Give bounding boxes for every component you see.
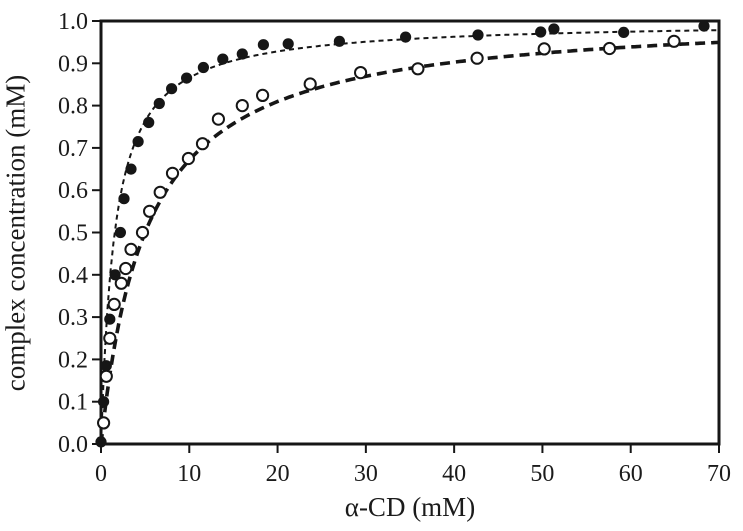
- fit-line-open-circle: [99, 40, 720, 445]
- data-point-filled-circle: [333, 35, 345, 47]
- data-point-open-circle: [124, 242, 138, 256]
- x-tick-label: 20: [266, 461, 290, 487]
- data-point-open-circle: [135, 225, 150, 240]
- data-point-filled-circle: [217, 53, 229, 65]
- data-point-filled-circle: [535, 26, 547, 38]
- data-point-filled-circle: [548, 23, 560, 35]
- y-tick-label: 0.8: [58, 94, 88, 120]
- data-point-filled-circle: [236, 48, 248, 60]
- data-point-filled-circle: [181, 72, 193, 84]
- x-tick-label: 30: [354, 461, 378, 487]
- x-tick-label: 50: [530, 461, 554, 487]
- data-point-open-circle: [103, 331, 117, 345]
- data-point-filled-circle: [257, 39, 269, 51]
- data-point-filled-circle: [153, 97, 165, 110]
- x-tick-label: 70: [707, 461, 731, 487]
- fit-line-filled-circle: [100, 29, 719, 445]
- x-axis-ticks: 0 10 20 30 40 50 60 70: [95, 445, 731, 487]
- y-tick-label: 0.3: [58, 305, 88, 331]
- data-point-open-circle: [165, 166, 180, 180]
- data-point-filled-circle: [143, 116, 155, 129]
- data-point-filled-circle: [109, 269, 121, 281]
- data-point-filled-circle: [472, 29, 484, 41]
- data-points: [95, 20, 710, 448]
- y-tick-label: 0.5: [58, 221, 88, 247]
- data-point-filled-circle: [125, 163, 137, 175]
- data-point-filled-circle: [114, 226, 126, 239]
- data-point-open-circle: [470, 51, 484, 65]
- y-tick-label: 0.1: [58, 390, 88, 416]
- data-point-open-circle: [143, 204, 157, 218]
- y-axis-label: complex concentration (mM): [0, 74, 31, 392]
- y-tick-label: 0.7: [58, 136, 88, 162]
- y-tick-label: 0.0: [58, 432, 88, 458]
- data-point-filled-circle: [618, 26, 630, 38]
- data-point-filled-circle: [132, 136, 144, 148]
- data-point-filled-circle: [98, 396, 110, 408]
- x-tick-label: 40: [442, 461, 466, 487]
- x-tick-label: 10: [177, 461, 201, 487]
- data-point-filled-circle: [100, 360, 112, 372]
- data-point-open-circle: [235, 99, 249, 113]
- data-point-open-circle: [195, 137, 210, 151]
- data-point-open-circle: [256, 88, 270, 103]
- data-point-filled-circle: [282, 38, 294, 50]
- data-point-open-circle: [303, 77, 317, 91]
- data-point-open-circle: [602, 41, 617, 56]
- y-axis-ticks: 0.0 0.1 0.2 0.3 0.4 0.5 0.6 0.7 0.8 0.9 1.0: [58, 9, 100, 458]
- data-point-open-circle: [97, 416, 111, 430]
- data-point-filled-circle: [698, 20, 710, 32]
- x-axis-label: α-CD (mM): [344, 492, 476, 522]
- data-point-filled-circle: [166, 83, 178, 95]
- data-point-filled-circle: [104, 313, 116, 325]
- x-tick-label: 60: [619, 461, 643, 487]
- data-point-open-circle: [99, 369, 113, 383]
- data-point-filled-circle: [118, 193, 130, 205]
- x-tick-label: 0: [95, 461, 107, 487]
- y-tick-label: 1.0: [58, 9, 88, 35]
- data-point-open-circle: [354, 66, 368, 80]
- data-point-open-circle: [411, 62, 425, 76]
- data-point-open-circle: [537, 42, 551, 56]
- y-tick-label: 0.4: [58, 263, 88, 289]
- data-point-open-circle: [667, 34, 681, 48]
- y-tick-label: 0.6: [58, 178, 88, 204]
- plot-frame: [99, 19, 721, 446]
- data-point-filled-circle: [95, 436, 107, 448]
- data-point-filled-circle: [197, 61, 209, 74]
- data-point-open-circle: [211, 112, 225, 126]
- fit-lines: [99, 29, 720, 445]
- y-tick-label: 0.9: [58, 51, 88, 77]
- data-point-open-circle: [181, 151, 195, 166]
- data-point-open-circle: [153, 185, 167, 199]
- data-point-open-circle: [114, 276, 128, 290]
- data-point-filled-circle: [400, 31, 412, 43]
- data-point-open-circle: [119, 261, 133, 276]
- data-point-open-circle: [107, 297, 121, 311]
- y-tick-label: 0.2: [58, 347, 88, 373]
